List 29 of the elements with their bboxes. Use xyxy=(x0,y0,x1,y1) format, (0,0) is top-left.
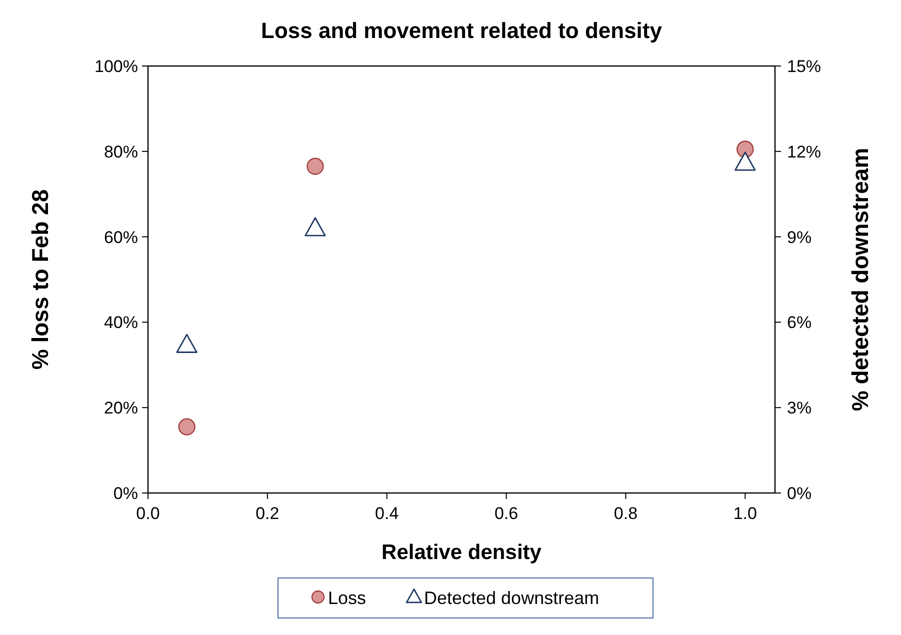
y-tick-label: 40% xyxy=(104,313,138,332)
point xyxy=(304,217,326,236)
y-tick-label: 0% xyxy=(113,484,138,503)
point xyxy=(176,334,198,353)
y2-tick-label: 0% xyxy=(787,484,812,503)
legend-label: Detected downstream xyxy=(424,588,600,608)
x-axis-title: Relative density xyxy=(382,541,542,564)
y2-tick-label: 12% xyxy=(787,142,822,162)
x-tick-label: 0.4 xyxy=(375,504,399,523)
x-tick-label: 0.0 xyxy=(136,504,160,523)
point xyxy=(306,158,324,175)
y2-tick-label: 6% xyxy=(787,313,812,332)
y2-tick-label: 9% xyxy=(787,228,812,247)
y-tick-label: 80% xyxy=(104,142,138,162)
y-tick-label: 60% xyxy=(104,228,138,247)
x-tick-label: 0.2 xyxy=(256,504,280,523)
legend-label: Loss xyxy=(328,588,366,608)
y-axis-title: % loss to Feb 28 xyxy=(27,189,53,370)
y2-tick-label: 3% xyxy=(787,398,812,418)
y2-axis-title: % detected downstream xyxy=(847,148,873,412)
x-tick-label: 0.6 xyxy=(494,504,518,523)
y-tick-label: 20% xyxy=(104,398,138,418)
chart-title: Loss and movement related to density xyxy=(261,18,663,43)
y2-tick-label: 15% xyxy=(787,57,822,76)
x-tick-label: 0.8 xyxy=(614,504,638,523)
point xyxy=(178,418,196,436)
point xyxy=(734,152,756,171)
x-tick-label: 1.0 xyxy=(733,504,757,523)
y-tick-label: 100% xyxy=(94,57,138,76)
